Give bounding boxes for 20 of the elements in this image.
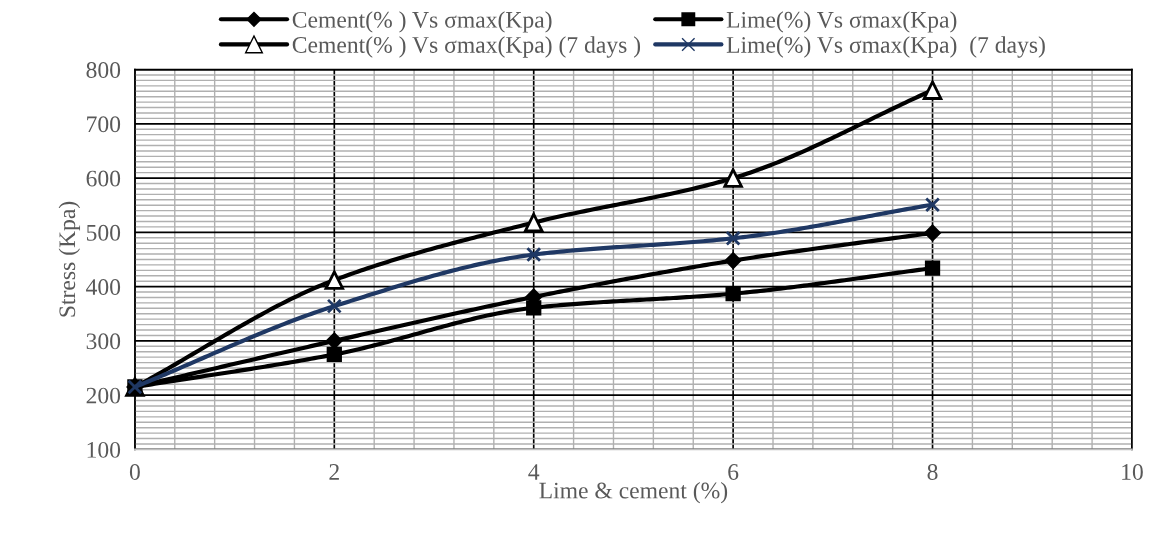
y-tick-label: 100 bbox=[87, 441, 121, 458]
y-tick-label: 600 bbox=[86, 170, 121, 187]
y-tick-label: 500 bbox=[86, 224, 121, 241]
legend-label: Lime(%) Vs σmax(Kpa) (7 days) bbox=[726, 36, 1045, 58]
y-tick-label: 700 bbox=[87, 116, 121, 133]
y-tick-label: 300 bbox=[86, 333, 121, 350]
x-tick-label: 10 bbox=[1122, 463, 1143, 480]
x-tick-label: 4 bbox=[528, 464, 540, 480]
y-axis-title: Stress (Kpa) bbox=[58, 201, 81, 317]
x-axis-title: Lime & cement (%) bbox=[539, 481, 728, 504]
legend-label: Lime(%) Vs σmax(Kpa) bbox=[726, 11, 957, 33]
y-tick-label: 200 bbox=[86, 387, 121, 404]
legend-label: Cement(% ) Vs σmax(Kpa) (7 days ) bbox=[292, 36, 641, 58]
x-tick-label: 2 bbox=[329, 464, 339, 480]
x-tick-label: 8 bbox=[927, 463, 938, 480]
y-tick-label: 800 bbox=[86, 62, 121, 78]
x-tick-label: 6 bbox=[728, 464, 739, 480]
y-tick-label: 400 bbox=[86, 279, 121, 296]
x-tick-label: 0 bbox=[129, 463, 140, 480]
legend-label: Cement(% ) Vs σmax(Kpa) bbox=[292, 11, 552, 33]
